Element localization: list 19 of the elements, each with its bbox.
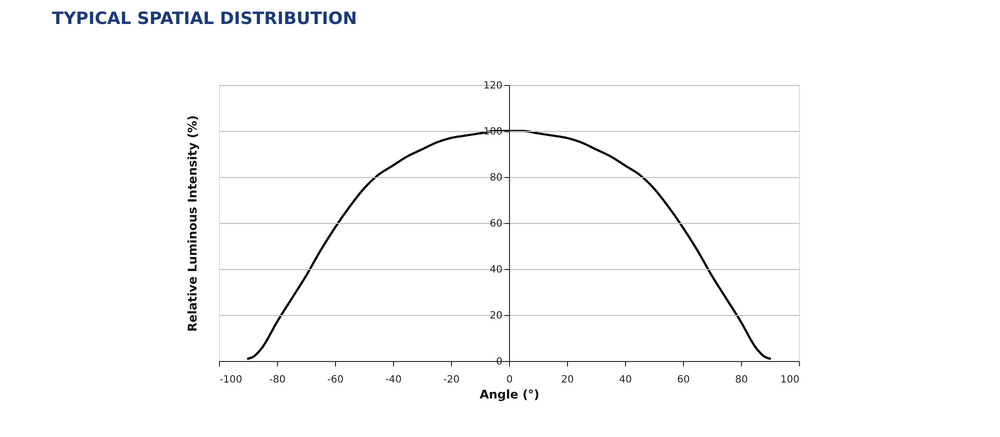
x-tick-label: -80 <box>269 374 286 386</box>
x-tick-label: 40 <box>619 374 632 386</box>
x-tick-label: 60 <box>677 374 690 386</box>
x-tick-label: 100 <box>780 374 800 386</box>
x-tick-label: -60 <box>327 374 344 386</box>
y-tick-label: 60 <box>490 218 502 230</box>
chart-title: TYPICAL SPATIAL DISTRIBUTION <box>52 9 357 29</box>
x-tick-label: -40 <box>385 374 402 386</box>
y-tick-label: 80 <box>490 172 502 184</box>
x-tick-label: -100 <box>220 374 242 386</box>
x-tick-label: -20 <box>443 374 460 386</box>
y-tick-label: 40 <box>490 264 502 276</box>
x-axis-title: Angle (°) <box>480 388 540 402</box>
x-tick-label: 80 <box>735 374 748 386</box>
x-tick-label: 0 <box>506 374 513 386</box>
y-tick-label: 120 <box>483 80 502 92</box>
x-tick-label: 20 <box>561 374 574 386</box>
y-axis-title: Relative Luminous Intensity (%) <box>186 115 200 332</box>
y-tick-label: 20 <box>490 310 502 322</box>
